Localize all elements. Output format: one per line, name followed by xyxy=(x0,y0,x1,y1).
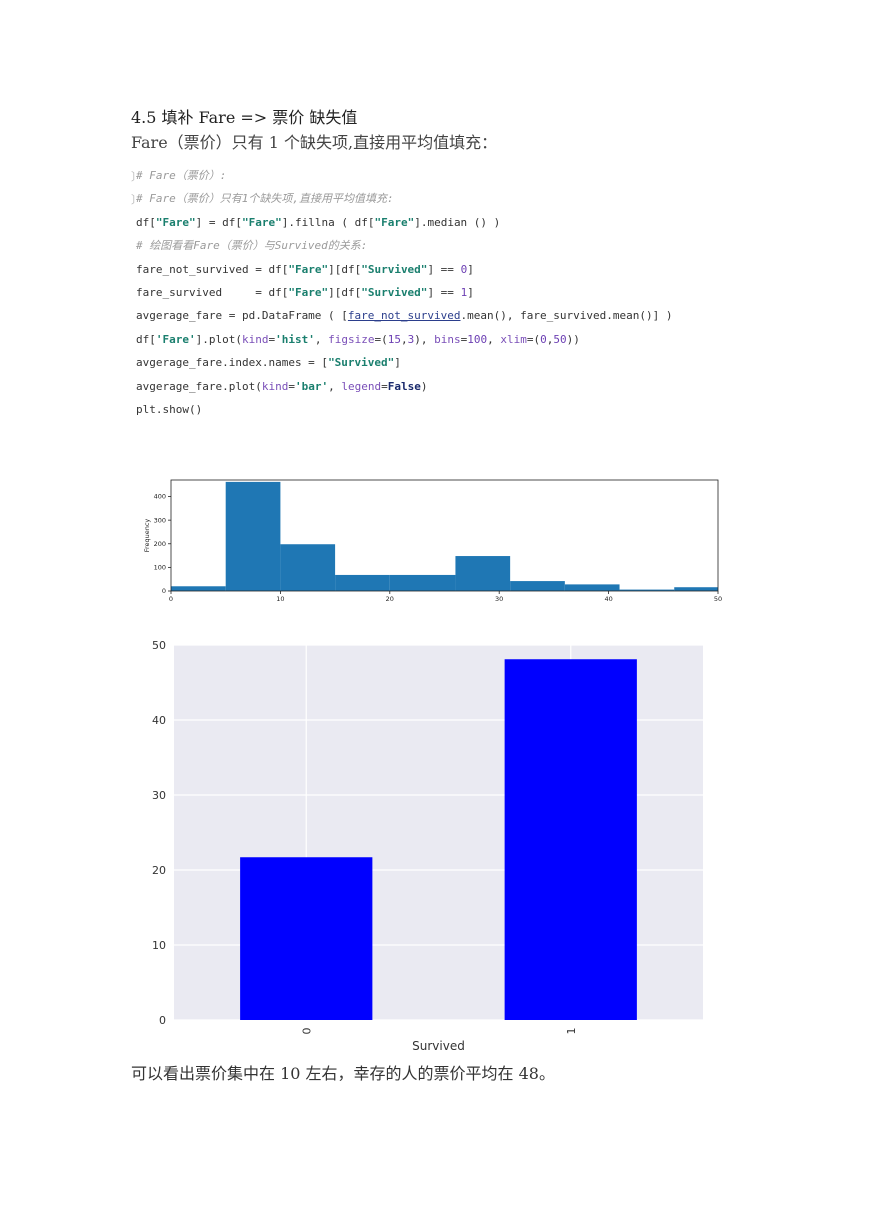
section-heading: 4.5 填补 Fare => 票价 缺失值 xyxy=(131,108,358,127)
x-tick-label: 0 xyxy=(169,595,173,603)
code-line: plt.show() xyxy=(136,402,203,416)
y-tick-label: 20 xyxy=(152,864,166,877)
x-tick-label: 40 xyxy=(604,595,612,603)
conclusion-text: 可以看出票价集中在 10 左右，幸存的人的票价平均在 48。 xyxy=(131,1064,555,1083)
y-tick-label: 200 xyxy=(154,540,166,548)
x-tick-label: 30 xyxy=(495,595,503,603)
code-line: avgerage_fare = pd.DataFrame ( [fare_not… xyxy=(136,309,673,323)
histogram-bar xyxy=(389,574,456,591)
histogram-bar xyxy=(564,584,620,591)
x-tick-label: 1 xyxy=(565,1028,578,1035)
y-tick-label: 300 xyxy=(154,516,166,524)
histogram-bar xyxy=(510,581,565,591)
y-tick-label: 0 xyxy=(159,1014,166,1027)
y-tick-label: 40 xyxy=(152,714,166,727)
code-comment: # Fare（票价）: xyxy=(136,169,227,182)
x-tick-label: 10 xyxy=(276,595,284,603)
cell-marker: 〕 xyxy=(131,170,142,183)
plot-frame xyxy=(170,479,719,592)
bar xyxy=(504,659,637,1020)
histogram-bar xyxy=(225,481,281,591)
x-tick-label: 50 xyxy=(714,595,722,603)
histogram-bar xyxy=(455,556,511,591)
y-axis-label: Frequency xyxy=(143,519,151,553)
code-comment: # Fare（票价）只有1个缺失项,直接用平均值填充: xyxy=(136,192,394,206)
y-tick-label: 30 xyxy=(152,789,166,802)
histogram-bar xyxy=(674,587,718,591)
histogram-bar xyxy=(280,544,336,591)
code-comment: # 绘图看看Fare（票价）与Survived的关系: xyxy=(136,239,368,253)
x-tick-label: 0 xyxy=(300,1028,313,1035)
code-line: df["Fare"] = df["Fare"].fillna ( df["Far… xyxy=(136,215,501,229)
code-line: fare_not_survived = df["Fare"][df["Survi… xyxy=(136,262,474,276)
code-line: df['Fare'].plot(kind='hist', figsize=(15… xyxy=(136,332,580,346)
x-axis-label: Survived xyxy=(412,1039,465,1053)
intro-text: Fare（票价）只有 1 个缺失项,直接用平均值填充： xyxy=(131,133,498,152)
histogram-bar xyxy=(171,586,226,591)
code-line: avgerage_fare.plot(kind='bar', legend=Fa… xyxy=(136,379,428,393)
cell-marker: 〕 xyxy=(131,193,142,206)
x-tick-label: 20 xyxy=(386,595,394,603)
code-line: avgerage_fare.index.names = ["Survived"] xyxy=(136,356,401,370)
y-tick-label: 10 xyxy=(152,939,166,952)
histogram-bar xyxy=(335,574,390,591)
y-tick-label: 50 xyxy=(152,639,166,652)
code-line: fare_survived = df["Fare"][df["Survived"… xyxy=(136,285,474,299)
bar xyxy=(240,857,373,1020)
code-block: # Fare（票价）: # Fare（票价）只有1个缺失项,直接用平均值填充: … xyxy=(136,164,672,421)
y-tick-label: 0 xyxy=(162,587,166,595)
y-tick-label: 400 xyxy=(154,493,166,501)
plot-background xyxy=(174,645,703,1020)
histogram-bar xyxy=(619,589,675,591)
y-tick-label: 100 xyxy=(154,564,166,572)
